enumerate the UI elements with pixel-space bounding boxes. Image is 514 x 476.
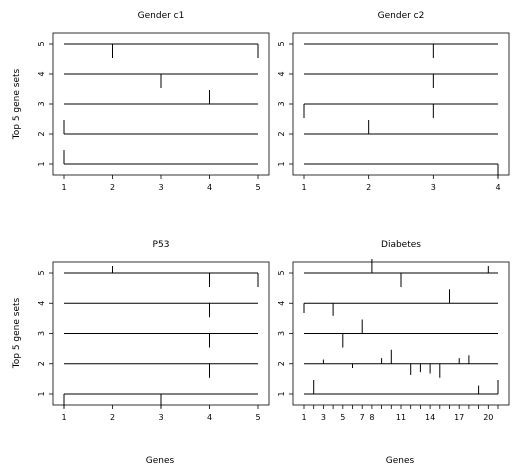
y-tick-label: 1 (277, 161, 286, 166)
x-tick-label: 17 (454, 413, 464, 422)
x-tick-label: 8 (369, 413, 374, 422)
x-tick-label: 2 (110, 183, 115, 192)
x-tick-label: 3 (158, 413, 163, 422)
y-tick-label: 2 (277, 361, 286, 366)
y-axis-label-top: Top 5 gene sets (12, 68, 22, 140)
y-tick-label: 3 (277, 331, 286, 336)
x-tick-label: 1 (301, 183, 306, 192)
x-tick-label: 2 (366, 183, 371, 192)
y-tick-label: 5 (37, 41, 46, 46)
x-tick-label: 4 (207, 413, 212, 422)
x-tick-label: 2 (110, 413, 115, 422)
y-tick-label: 1 (37, 391, 46, 396)
y-tick-label: 5 (277, 270, 286, 275)
x-tick-label: 4 (207, 183, 212, 192)
panel-0: Gender c1 1 2 3 4 5 1 2 3 4 5 (37, 11, 270, 192)
x-tick-label: 4 (495, 183, 500, 192)
panel-title: P53 (153, 240, 170, 250)
y-tick-label: 3 (277, 101, 286, 106)
x-tick-label: 5 (255, 413, 260, 422)
y-tick-label: 1 (277, 391, 286, 396)
y-tick-label: 4 (277, 301, 286, 306)
x-tick-label: 1 (61, 183, 66, 192)
x-tick-label: 5 (255, 183, 260, 192)
y-tick-label: 4 (37, 71, 46, 76)
x-axis-label-right: Genes (386, 456, 415, 466)
x-axis-label-left: Genes (146, 456, 175, 466)
x-tick-label: 1 (301, 413, 306, 422)
x-tick-label: 20 (483, 413, 493, 422)
x-tick-label: 7 (360, 413, 365, 422)
y-tick-label: 2 (37, 361, 46, 366)
y-tick-label: 3 (37, 331, 46, 336)
y-tick-label: 4 (37, 301, 46, 306)
panel-3: Diabetes 1 3 5 7 8 11 14 17 20 1 2 3 4 5 (277, 240, 510, 422)
y-tick-label: 3 (37, 101, 46, 106)
panel-1: Gender c2 1 2 3 4 1 2 3 4 5 (277, 11, 510, 192)
panel-title: Gender c1 (138, 11, 185, 21)
x-tick-label: 11 (396, 413, 406, 422)
y-tick-label: 1 (37, 161, 46, 166)
x-tick-label: 3 (431, 183, 436, 192)
y-tick-label: 5 (277, 41, 286, 46)
y-axis-label-bottom: Top 5 gene sets (12, 297, 22, 369)
x-tick-label: 3 (321, 413, 326, 422)
x-tick-label: 1 (61, 413, 66, 422)
y-tick-label: 5 (37, 270, 46, 275)
y-tick-label: 2 (37, 131, 46, 136)
y-tick-label: 2 (277, 131, 286, 136)
panel-title: Gender c2 (378, 11, 425, 21)
x-tick-label: 3 (158, 183, 163, 192)
x-tick-label: 5 (340, 413, 345, 422)
y-tick-label: 4 (277, 71, 286, 76)
x-tick-label: 14 (425, 413, 435, 422)
panel-title: Diabetes (381, 240, 421, 250)
panel-2: P53 1 2 3 4 5 1 2 3 4 5 (37, 240, 270, 422)
